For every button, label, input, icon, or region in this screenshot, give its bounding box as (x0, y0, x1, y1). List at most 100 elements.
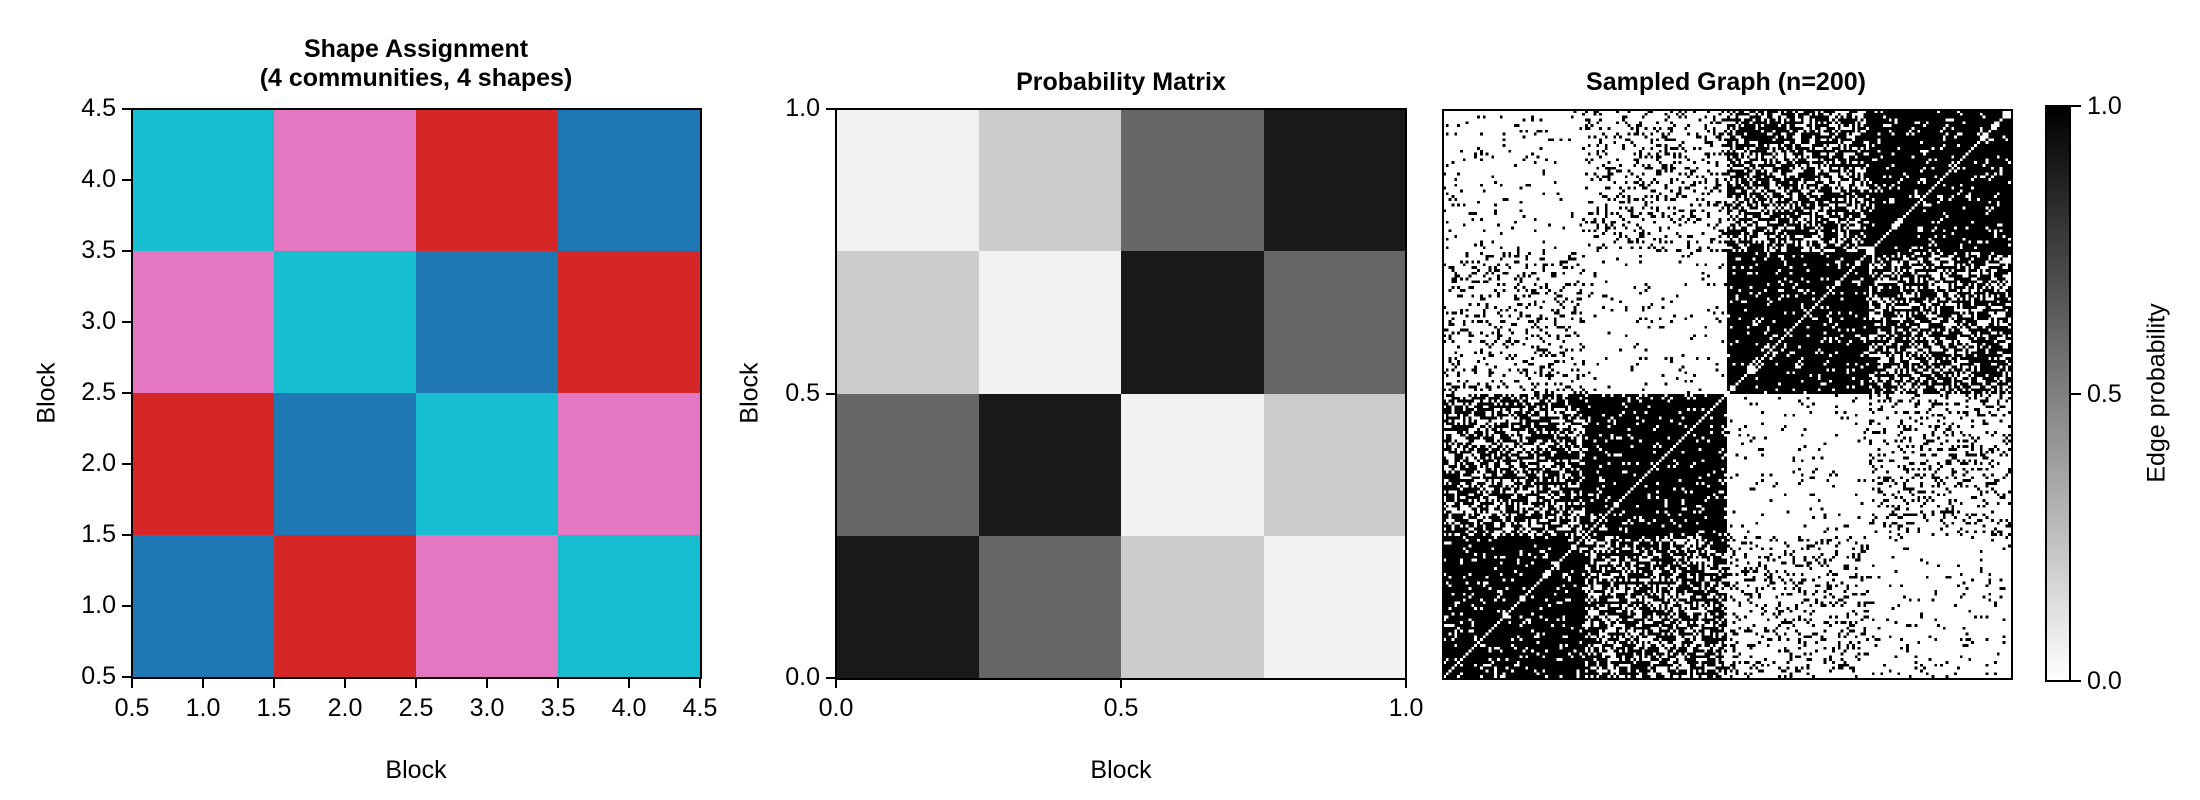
shape-xtick-label: 1.5 (256, 694, 292, 722)
probability-cell (836, 393, 979, 536)
shape-ytick (122, 179, 132, 181)
prob-xtick (835, 678, 837, 688)
colorbar-label: Edge probability (2142, 303, 2171, 483)
shape-cell (274, 535, 416, 677)
shape-cell (558, 393, 700, 535)
shape-xtick (557, 678, 559, 688)
probability-cell (978, 393, 1121, 536)
shape-ytick (122, 108, 132, 110)
sampled-graph-axes-frame (1442, 109, 2013, 680)
shape-xtick (486, 678, 488, 688)
shape-xtick (415, 678, 417, 688)
shape-cell (558, 109, 700, 251)
shape-xtick (131, 678, 133, 688)
shape-xtick (202, 678, 204, 688)
shape-ytick-label: 3.0 (81, 307, 116, 335)
shape-cell (558, 535, 700, 677)
prob-xtick-label: 0.0 (818, 694, 854, 722)
colorbar-gradient (2045, 105, 2071, 682)
prob-xtick-label: 0.5 (1103, 694, 1139, 722)
shape-xtick-label: 3.5 (540, 694, 576, 722)
shape-xtick-label: 1.0 (185, 694, 221, 722)
probability-cell (978, 251, 1121, 394)
colorbar-tick-label-0: 0.0 (2087, 667, 2122, 695)
shape-ytick-label: 1.0 (81, 591, 116, 619)
shape-cell (416, 393, 558, 535)
shape-cell (274, 251, 416, 393)
shape-cell (132, 109, 274, 251)
prob-ytick (826, 392, 836, 395)
title-line-1: Shape Assignment (303, 35, 529, 63)
title-line-2: (4 communities, 4 shapes) (259, 64, 573, 92)
shape-ytick-label: 0.5 (81, 662, 116, 690)
shape-ytick (122, 250, 132, 252)
shape-xtick (699, 678, 701, 688)
probability-cell (1263, 251, 1406, 394)
shape-ytick (122, 321, 132, 323)
prob-ytick-label: 0.5 (785, 378, 820, 407)
sampled-graph-adjacency (1443, 110, 2011, 678)
sampled-graph-title: Sampled Graph (n=200) (1586, 68, 1866, 96)
shape-assignment-heatmap (132, 109, 700, 677)
shape-cell (558, 251, 700, 393)
probability-cell (1121, 535, 1264, 678)
probability-matrix-ylabel: Block (735, 362, 764, 424)
probability-cell (1263, 535, 1406, 678)
shape-assignment-axes-frame (131, 108, 702, 679)
shape-cell (274, 109, 416, 251)
shape-ytick (122, 676, 132, 678)
probability-cell (1263, 109, 1406, 252)
shape-ytick-label: 4.0 (81, 165, 116, 193)
shape-ytick (122, 463, 132, 465)
shape-xtick (628, 678, 630, 688)
probability-cell (836, 109, 979, 252)
shape-xtick-label: 3.0 (469, 694, 505, 722)
shape-ytick (122, 392, 132, 394)
shape-assignment-title: Shape Assignment (4 communities, 4 shape… (116, 35, 716, 93)
shape-assignment-xlabel: Block (385, 756, 447, 784)
shape-ytick (122, 534, 132, 536)
probability-matrix-axes-frame (835, 108, 1407, 680)
colorbar-tick-05 (2071, 393, 2081, 395)
shape-xtick (344, 678, 346, 688)
probability-cell (978, 535, 1121, 678)
colorbar-tick-0 (2071, 680, 2081, 682)
colorbar-tick-label-05: 0.5 (2087, 380, 2122, 408)
shape-cell (416, 251, 558, 393)
colorbar-tick-1 (2071, 105, 2081, 107)
shape-ytick-label: 2.5 (81, 378, 116, 406)
prob-xtick (1120, 678, 1122, 688)
shape-xtick-label: 4.0 (611, 694, 647, 722)
shape-ytick-label: 1.5 (81, 520, 116, 548)
colorbar-tick-label-1: 1.0 (2087, 92, 2122, 120)
shape-xtick-label: 2.0 (327, 694, 363, 722)
probability-matrix-title: Probability Matrix (1016, 68, 1226, 96)
probability-cell (1121, 393, 1264, 536)
shape-cell (274, 393, 416, 535)
shape-xtick (273, 678, 275, 688)
shape-ytick (122, 605, 132, 607)
prob-ytick (826, 677, 836, 679)
shape-cell (132, 535, 274, 677)
probability-cell (1263, 393, 1406, 536)
shape-assignment-ylabel: Block (32, 362, 61, 424)
prob-xtick-label: 1.0 (1388, 694, 1424, 722)
probability-matrix-xlabel: Block (1090, 756, 1152, 784)
shape-xtick-label: 2.5 (398, 694, 434, 722)
shape-cell (132, 393, 274, 535)
probability-cell (1121, 109, 1264, 252)
probability-cell (836, 535, 979, 678)
shape-cell (132, 251, 274, 393)
prob-ytick-label: 0.0 (785, 663, 820, 691)
prob-ytick (826, 108, 836, 110)
shape-ytick-label: 2.0 (81, 449, 116, 477)
prob-xtick (1405, 678, 1407, 688)
probability-cell (978, 109, 1121, 252)
prob-ytick-label: 1.0 (785, 94, 820, 122)
shape-ytick-label: 3.5 (81, 236, 116, 264)
probability-matrix-heatmap (836, 109, 1406, 678)
probability-cell (836, 251, 979, 394)
shape-xtick-label: 4.5 (682, 694, 718, 722)
shape-cell (416, 109, 558, 251)
probability-cell (1121, 251, 1264, 394)
